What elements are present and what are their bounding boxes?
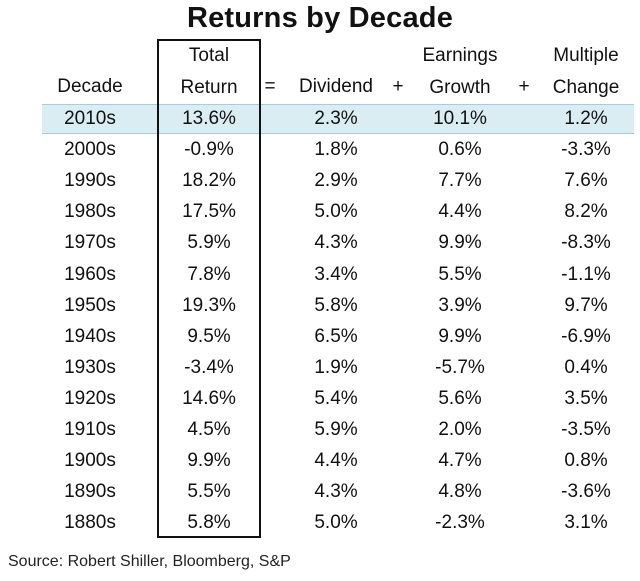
cell-dividend: 6.5% [314, 325, 358, 347]
cell-decade: 1940s [64, 325, 116, 347]
header-earnings-line1: Earnings [422, 45, 498, 66]
cell-dividend: 1.8% [314, 139, 358, 161]
source-note: Source: Robert Shiller, Bloomberg, S&P [8, 553, 291, 570]
header-earnings-line2: Growth [429, 77, 491, 98]
plus-operator-2: + [518, 76, 530, 97]
cell-decade: 1990s [64, 170, 116, 192]
cell-decade: 2000s [64, 139, 116, 161]
header-decade: Decade [57, 76, 123, 97]
cell-multiple: -3.6% [561, 481, 611, 503]
cell-total: -3.4% [184, 356, 234, 378]
header-total-line2: Return [180, 77, 238, 98]
cell-multiple: -1.1% [561, 263, 611, 285]
cell-dividend: 3.4% [314, 263, 358, 285]
cell-multiple: 3.5% [564, 387, 608, 409]
cell-earnings: 10.1% [433, 108, 487, 129]
table-row: 1890s 5.5% 4.3% 4.8% -3.6% [0, 476, 640, 508]
cell-multiple: 8.2% [564, 201, 608, 223]
cell-multiple: 7.6% [564, 170, 608, 192]
cell-earnings: 0.6% [438, 139, 482, 161]
cell-total: 14.6% [182, 387, 236, 409]
table-row: 2000s -0.9% 1.8% 0.6% -3.3% [0, 134, 640, 166]
table-row: 1930s -3.4% 1.9% -5.7% 0.4% [0, 352, 640, 384]
cell-dividend: 4.3% [314, 481, 358, 503]
cell-dividend: 5.9% [314, 419, 358, 440]
cell-dividend: 4.3% [314, 232, 358, 254]
cell-multiple: 0.4% [564, 356, 608, 378]
table-row: 1910s 4.5% 5.9% 2.0% -3.5% [0, 414, 640, 446]
cell-multiple: 0.8% [564, 450, 608, 472]
highlighted-row-background [42, 104, 634, 134]
cell-earnings: 2.0% [438, 419, 482, 440]
cell-total: 5.9% [187, 232, 231, 254]
cell-dividend: 1.9% [314, 356, 358, 378]
table-row: 1950s 19.3% 5.8% 3.9% 9.7% [0, 290, 640, 322]
cell-multiple: 9.7% [564, 294, 608, 316]
cell-multiple: -8.3% [561, 232, 611, 254]
cell-earnings: 3.9% [438, 294, 482, 316]
cell-decade: 1930s [64, 356, 116, 378]
cell-total: 18.2% [182, 170, 236, 192]
cell-decade: 1950s [64, 294, 116, 316]
cell-dividend: 2.9% [314, 170, 358, 192]
cell-dividend: 5.4% [314, 387, 358, 409]
plus-operator-1: + [392, 76, 404, 97]
cell-total: -0.9% [184, 139, 234, 161]
table-row: 1880s 5.8% 5.0% -2.3% 3.1% [0, 507, 640, 539]
cell-decade: 1960s [64, 263, 116, 285]
equals-operator: = [264, 76, 276, 97]
cell-decade: 1920s [64, 387, 116, 409]
cell-dividend: 5.8% [314, 294, 358, 316]
table-row: 1980s 17.5% 5.0% 4.4% 8.2% [0, 196, 640, 228]
cell-dividend: 5.0% [314, 512, 358, 534]
cell-total: 9.5% [187, 325, 231, 347]
header-multiple-line1: Multiple [553, 45, 619, 66]
cell-earnings: 5.6% [438, 387, 482, 409]
cell-decade: 1900s [64, 450, 116, 472]
cell-earnings: 9.9% [438, 325, 482, 347]
cell-multiple: -3.5% [561, 419, 611, 440]
chart-title: Returns by Decade [186, 2, 454, 34]
cell-decade: 2010s [64, 108, 116, 129]
table-row: 1900s 9.9% 4.4% 4.7% 0.8% [0, 445, 640, 477]
cell-dividend: 4.4% [314, 450, 358, 472]
cell-total: 17.5% [182, 201, 236, 223]
header-total-line1: Total [188, 45, 230, 66]
cell-earnings: -2.3% [435, 512, 485, 534]
cell-decade: 1980s [64, 201, 116, 223]
cell-multiple: 3.1% [564, 512, 608, 534]
table-row: 1960s 7.8% 3.4% 5.5% -1.1% [0, 259, 640, 291]
cell-multiple: 1.2% [564, 108, 608, 129]
table-row: 1940s 9.5% 6.5% 9.9% -6.9% [0, 321, 640, 353]
cell-earnings: 9.9% [438, 232, 482, 254]
table-row: 1990s 18.2% 2.9% 7.7% 7.6% [0, 165, 640, 197]
cell-earnings: 5.5% [438, 263, 482, 285]
table-row: 2010s 13.6% 2.3% 10.1% 1.2% [0, 103, 640, 135]
cell-decade: 1890s [64, 481, 116, 503]
cell-earnings: 7.7% [438, 170, 482, 192]
cell-decade: 1970s [64, 232, 116, 254]
cell-earnings: 4.8% [438, 481, 482, 503]
cell-total: 5.8% [187, 512, 231, 534]
cell-decade: 1880s [64, 512, 116, 534]
cell-total: 4.5% [187, 419, 231, 440]
cell-earnings: 4.7% [438, 450, 482, 472]
cell-earnings: 4.4% [438, 201, 482, 223]
cell-total: 5.5% [187, 481, 231, 503]
cell-total: 7.8% [187, 263, 231, 285]
cell-multiple: -3.3% [561, 139, 611, 161]
cell-dividend: 2.3% [314, 108, 358, 129]
header-dividend: Dividend [299, 76, 373, 97]
table-row: 1970s 5.9% 4.3% 9.9% -8.3% [0, 227, 640, 259]
cell-decade: 1910s [64, 419, 116, 440]
cell-total: 13.6% [182, 108, 236, 129]
cell-multiple: -6.9% [561, 325, 611, 347]
cell-dividend: 5.0% [314, 201, 358, 223]
cell-total: 19.3% [182, 294, 236, 316]
cell-earnings: -5.7% [435, 356, 485, 378]
header-multiple-line2: Change [552, 77, 620, 98]
cell-total: 9.9% [187, 450, 231, 472]
table-row: 1920s 14.6% 5.4% 5.6% 3.5% [0, 383, 640, 415]
